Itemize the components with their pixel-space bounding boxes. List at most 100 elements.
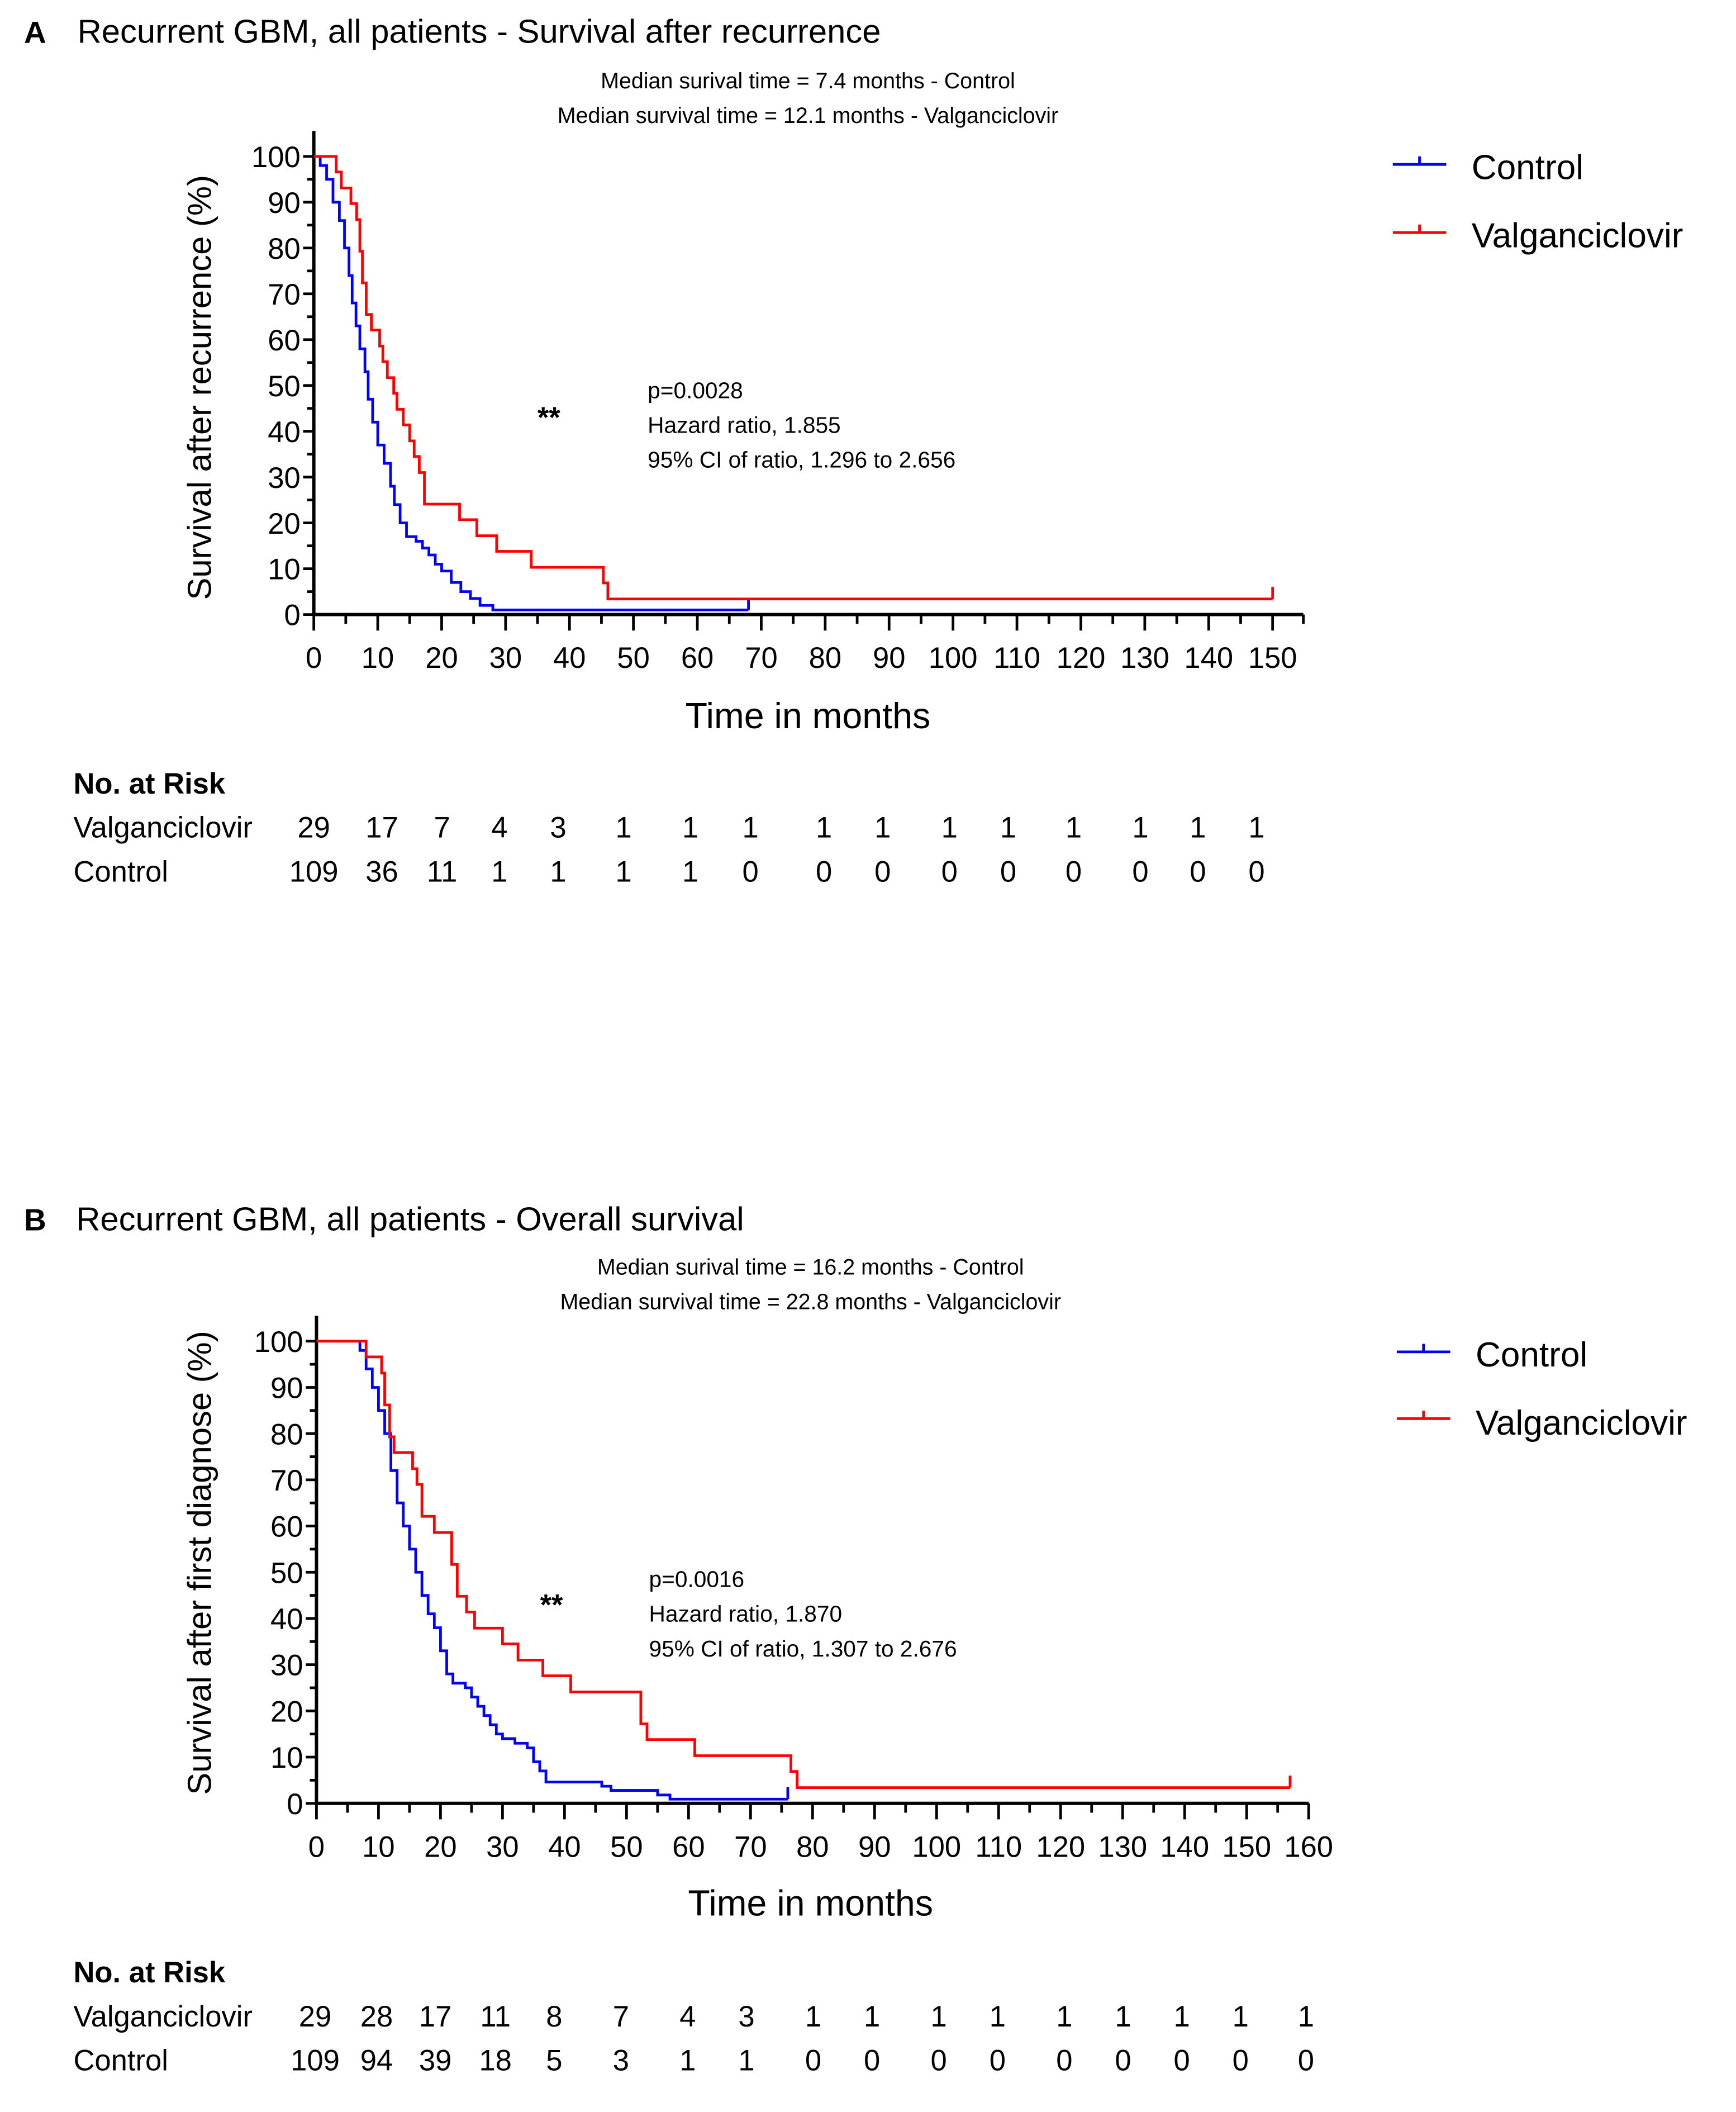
y-tick-label: 10 [268,553,300,586]
risk-value: 109 [289,856,339,889]
y-tick-label: 90 [270,1372,303,1405]
risk-value: 1 [805,2000,821,2033]
legend-control-label: Control [1476,1336,1587,1374]
risk-value: 0 [1056,2044,1072,2077]
y-tick-label: 0 [287,1788,303,1821]
legend-valganciclovir-label: Valganciclovir [1476,1404,1687,1442]
x-tick-label: 30 [486,1830,519,1863]
risk-value: 1 [931,2000,947,2033]
x-tick-label: 110 [975,1830,1022,1863]
x-tick-label: 50 [610,1830,643,1863]
risk-value: 1 [874,811,891,844]
x-tick-label: 80 [809,642,841,675]
risk-row-label-control: Control [73,856,168,889]
risk-value: 3 [613,2044,629,2077]
legend-control-label: Control [1472,148,1583,187]
risk-value: 7 [434,811,450,844]
panel-a-ci: 95% CI of ratio, 1.296 to 2.656 [648,447,955,473]
risk-value: 1 [1248,811,1264,844]
risk-value: 0 [1174,2044,1190,2077]
risk-value: 11 [480,2000,511,2033]
risk-value: 0 [941,856,958,889]
risk-value: 28 [360,2000,393,2033]
risk-value: 0 [874,856,891,889]
risk-value: 1 [738,2044,754,2077]
risk-table-title: No. at Risk [73,767,225,800]
y-tick-label: 70 [268,278,300,311]
panel-b-x-label: Time in months [688,1883,933,1923]
risk-value: 0 [1298,2044,1314,2077]
risk-value: 1 [679,2044,696,2077]
risk-value: 29 [299,2000,331,2033]
panel-a-legend: Control Valganciclovir [1392,148,1683,255]
panel-b-plot: 0 10 20 30 40 50 60 70 80 90 100 0 10 20 30 40 50 60 70 80 9… [254,1316,1333,1863]
panel-a-risk-table: No. at Risk Valganciclovir Control 29 17 7… [73,767,1264,889]
x-tick-label: 150 [1222,1830,1271,1863]
y-tick-label: 30 [268,462,300,495]
risk-value: 1 [1190,811,1206,844]
risk-value: 0 [931,2044,947,2077]
risk-value: 11 [427,856,458,889]
risk-value: 3 [738,2000,754,2033]
risk-value: 1 [1066,811,1082,844]
risk-value: 0 [1248,856,1264,889]
y-tick-label: 30 [270,1649,303,1682]
panel-a-y-label: Survival after recurrence (%) [181,175,218,600]
x-tick-label: 10 [362,1830,394,1863]
risk-value: 1 [616,856,632,889]
panel-a-hazard-ratio: Hazard ratio, 1.855 [648,412,841,438]
panel-b-p-value: p=0.0016 [649,1567,745,1592]
x-tick-label: 110 [993,642,1040,675]
x-tick-label: 80 [796,1830,829,1863]
risk-value: 1 [1000,811,1016,844]
x-tick-label: 20 [425,642,458,675]
risk-value: 0 [1132,856,1148,889]
risk-value: 1 [682,811,698,844]
risk-value: 8 [546,2000,562,2033]
risk-value: 29 [297,811,330,844]
x-tick-label: 40 [553,642,586,675]
risk-value: 0 [1066,856,1082,889]
y-tick-label: 70 [270,1464,303,1497]
risk-value: 4 [491,811,507,844]
risk-value: 3 [550,811,566,844]
risk-value: 1 [616,811,632,844]
x-tick-label: 60 [672,1830,705,1863]
risk-value: 4 [679,2000,696,2033]
legend-valganciclovir-label: Valganciclovir [1472,216,1683,255]
panel-b-y-label: Survival after first diagnose (%) [181,1331,218,1795]
risk-row-label-valganciclovir: Valganciclovir [73,2000,252,2033]
panel-a-median-valganciclovir: Median survival time = 12.1 months - Val… [558,103,1059,128]
panel-a-title: Recurrent GBM, all patients - Survival a… [78,13,881,50]
x-tick-label: 0 [308,1830,325,1863]
panel-a-significance: ** [538,401,560,434]
y-tick-label: 40 [268,416,300,449]
risk-value: 1 [864,2000,880,2033]
x-tick-label: 160 [1284,1830,1333,1863]
x-tick-label: 0 [306,642,322,675]
x-tick-label: 120 [1057,642,1106,675]
panel-a-x-label: Time in months [686,696,931,736]
risk-value: 0 [864,2044,880,2077]
risk-value: 36 [365,856,398,889]
y-tick-label: 90 [268,187,300,220]
y-tick-label: 80 [270,1418,303,1451]
risk-value: 1 [1115,2000,1131,2033]
panel-a: A Recurrent GBM, all patients - Survival… [24,13,1683,889]
y-tick-label: 100 [254,1326,303,1359]
x-tick-label: 140 [1160,1830,1209,1863]
risk-value: 0 [990,2044,1006,2077]
risk-table-title: No. at Risk [73,1956,225,1989]
risk-value: 0 [1000,856,1016,889]
x-tick-label: 60 [681,642,714,675]
risk-value: 109 [291,2044,340,2077]
x-tick-label: 30 [489,642,522,675]
y-tick-label: 10 [270,1741,303,1774]
panel-b-title: Recurrent GBM, all patients - Overall su… [76,1200,744,1237]
risk-value: 1 [816,811,832,844]
x-tick-label: 100 [912,1830,961,1863]
risk-value: 0 [805,2044,821,2077]
x-tick-label: 130 [1098,1830,1147,1863]
x-tick-label: 70 [734,1830,767,1863]
risk-value: 0 [1190,856,1206,889]
